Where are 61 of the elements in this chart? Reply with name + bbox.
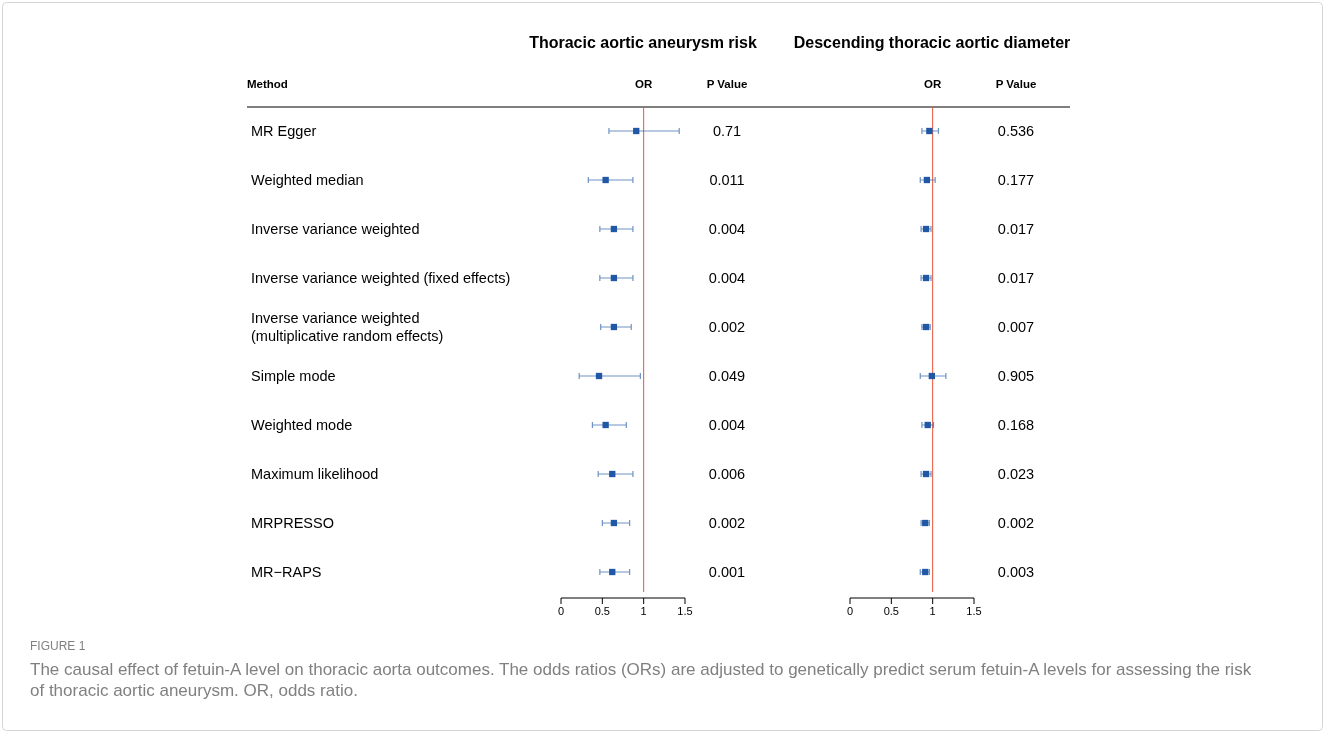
text: 0.001 (708, 564, 746, 580)
text: 0.007 (997, 319, 1035, 335)
point (610, 225, 618, 233)
y-tick-label: MR Egger (251, 123, 317, 139)
point (924, 421, 931, 429)
text: 0.71 (712, 123, 742, 139)
point (633, 127, 640, 135)
text: 0.023 (997, 466, 1035, 482)
y-tick-label: Weighted median (251, 172, 364, 188)
text: 0.017 (997, 221, 1035, 237)
x-tick-label: 1.5 (677, 605, 693, 617)
x-tick-label: 1.5 (966, 605, 982, 617)
text: 0.004 (708, 270, 746, 286)
x-tick-label: 0.5 (883, 605, 899, 617)
point (595, 372, 603, 380)
text: P Value (995, 78, 1037, 90)
chart-title: Thoracic aortic aneurysm risk (529, 34, 757, 51)
point (928, 372, 935, 380)
point (923, 176, 931, 184)
text: 0.177 (997, 172, 1035, 188)
text: 0.002 (997, 515, 1035, 531)
x-axis-title: OR (924, 78, 942, 90)
chart-title: Descending thoracic aortic diameter (793, 34, 1071, 51)
y-tick-label: Maximum likelihood (251, 466, 379, 482)
text: 0.002 (708, 515, 746, 531)
text: 0.002 (708, 319, 746, 335)
text: The causal effect of fetuin-A level on thoracic aorta outcomes. The odds ratios (ORs) are adjusted to genetically predict serum fetuin-A levels for assessing the risk of thoracic aortic aneurysm. OR, odds ratio. (30, 660, 1252, 700)
x-tick-label: 0.5 (594, 605, 610, 617)
y-tick-label: MR−RAPS (251, 564, 322, 580)
point (609, 470, 616, 478)
text: P Value (706, 78, 748, 90)
y-axis-title: Method (247, 78, 288, 90)
caption: FIGURE 1 (30, 639, 86, 653)
y-tick-label: Weighted mode (251, 417, 353, 433)
point (610, 519, 618, 527)
text: 0.017 (997, 270, 1035, 286)
text: 0.011 (709, 172, 745, 188)
text: 0.004 (708, 417, 746, 433)
point (609, 568, 616, 576)
text: 0.168 (997, 417, 1035, 433)
point (926, 127, 933, 135)
y-tick-label: Inverse variance weighted (multiplicative random effects) (251, 310, 444, 344)
point (602, 421, 609, 429)
text: 0.536 (997, 123, 1035, 139)
point (610, 323, 618, 331)
text: 0.049 (708, 368, 746, 384)
point (602, 176, 609, 184)
x-tick-label: 1 (640, 605, 647, 617)
y-tick-label: Inverse variance weighted (251, 221, 420, 237)
text: 0.003 (997, 564, 1035, 580)
text: 0.006 (708, 466, 746, 482)
x-tick-label: 0 (557, 605, 565, 617)
x-axis-title: OR (635, 78, 653, 90)
point (610, 274, 618, 282)
y-tick-label: Simple mode (251, 368, 336, 384)
x-tick-label: 0 (846, 605, 854, 617)
text: 0.004 (708, 221, 746, 237)
y-tick-label: Inverse variance weighted (fixed effects) (251, 270, 511, 286)
text: 0.905 (997, 368, 1035, 384)
y-tick-label: MRPRESSO (251, 515, 334, 531)
x-tick-label: 1 (929, 605, 936, 617)
